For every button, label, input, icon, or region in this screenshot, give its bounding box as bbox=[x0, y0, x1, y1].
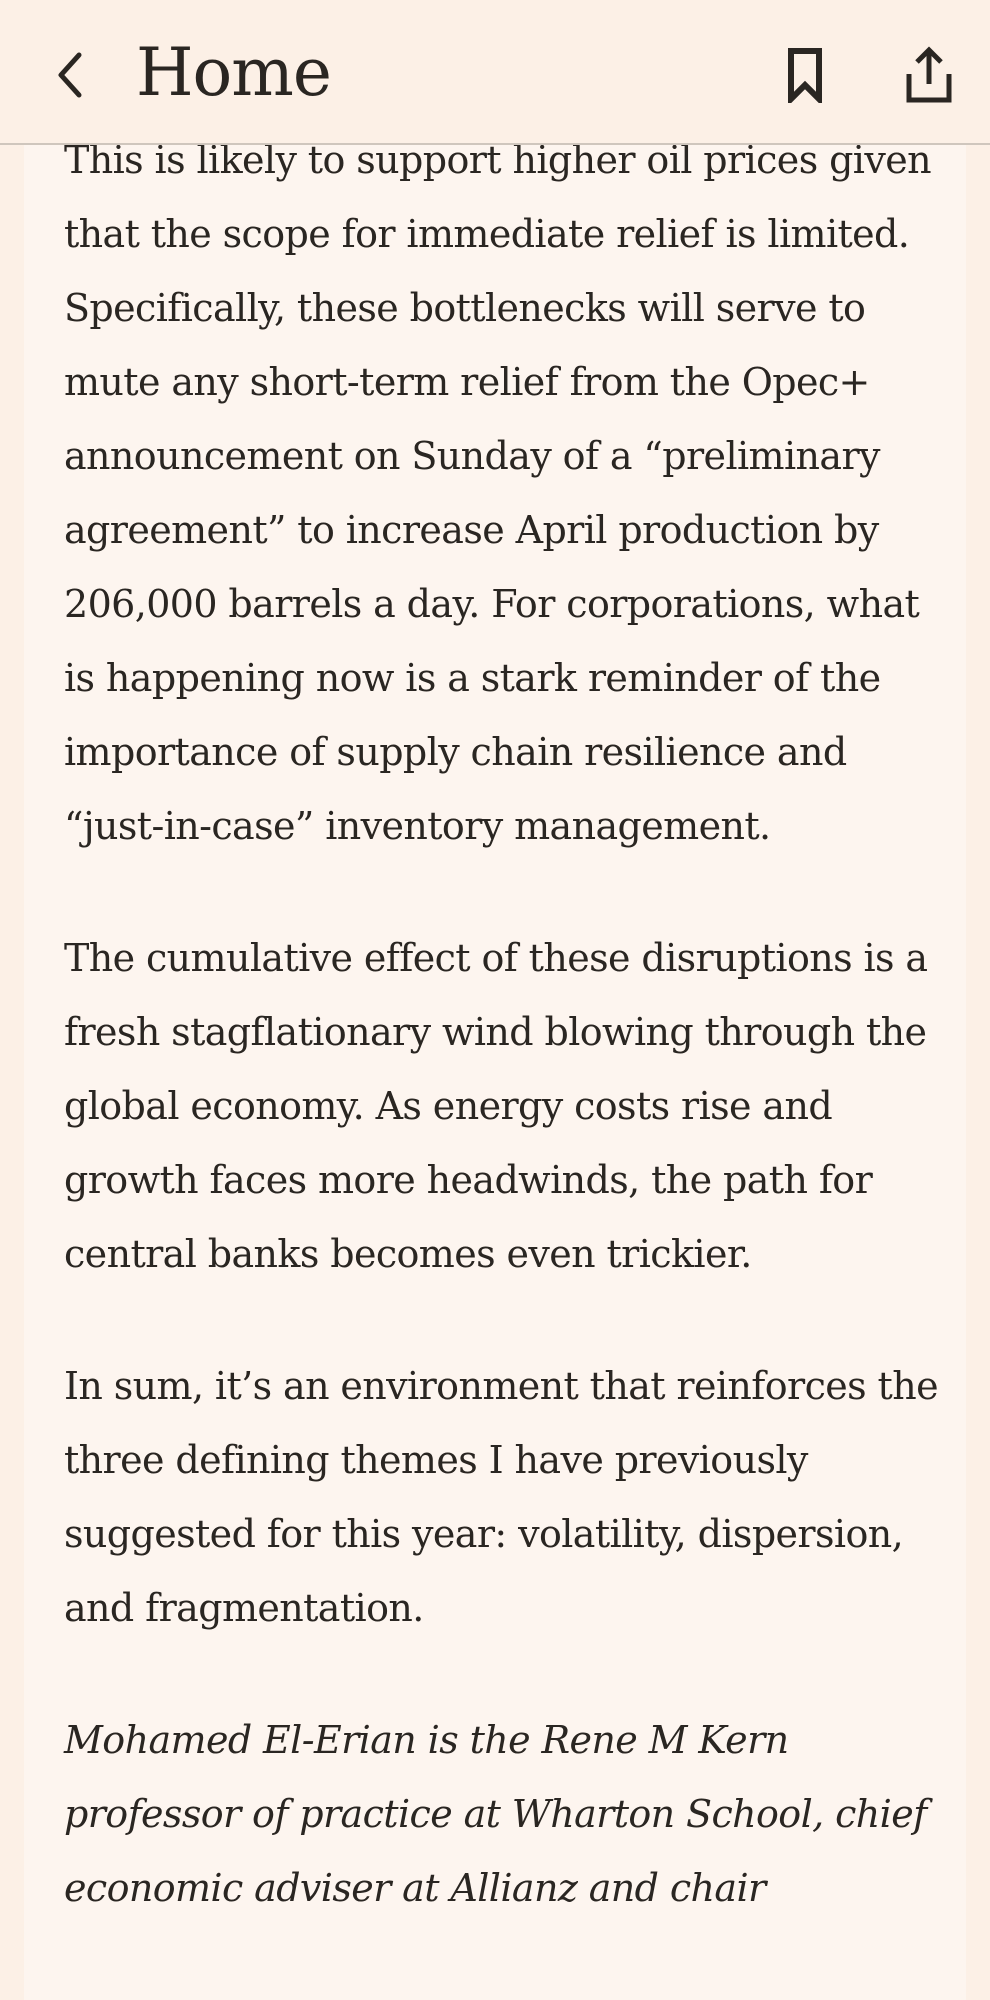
article-paragraph: This is likely to support higher oil pri… bbox=[64, 145, 932, 848]
article-content: This is likely to support higher oil pri… bbox=[24, 145, 966, 2000]
article-paragraph: The cumulative effect of these disruptio… bbox=[64, 936, 928, 1276]
back-button[interactable] bbox=[40, 40, 100, 110]
bookmark-icon bbox=[788, 48, 822, 103]
chevron-left-icon bbox=[58, 52, 82, 98]
article-body: This is likely to support higher oil pri… bbox=[64, 145, 944, 1983]
article-paragraph: In sum, it’s an environment that reinfor… bbox=[64, 1364, 939, 1630]
top-nav-bar: Home bbox=[0, 0, 990, 145]
share-icon bbox=[906, 46, 952, 103]
share-button[interactable] bbox=[894, 40, 964, 110]
author-bio: Mohamed El-Erian is the Rene M Kern prof… bbox=[64, 1718, 927, 1910]
bookmark-button[interactable] bbox=[772, 40, 838, 110]
page-title[interactable]: Home bbox=[136, 34, 332, 111]
